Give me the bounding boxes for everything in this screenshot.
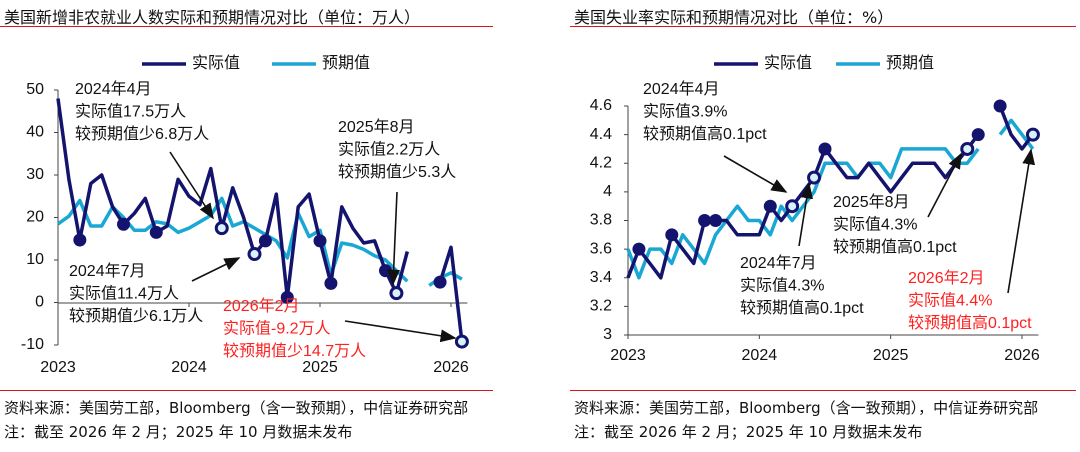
left-annotation-text: 2026年2月 bbox=[223, 297, 300, 315]
left-annotation-text: 实际值2.2万人 bbox=[338, 141, 440, 159]
right-y-tick-label: 3.6 bbox=[590, 240, 612, 257]
right-y-tick-label: 3.4 bbox=[590, 269, 612, 286]
left-highlight-point-marker bbox=[214, 221, 229, 236]
right-source-note: 资料来源：美国劳工部，Bloomberg（含一致预期），中信证券研究部 注：截至… bbox=[574, 399, 1054, 441]
left-annotation-text: 实际值-9.2万人 bbox=[223, 320, 331, 338]
left-annotation-text: 2024年4月 bbox=[75, 80, 152, 98]
right-annotation-text: 较预期值高0.1pct bbox=[740, 299, 864, 317]
left-source-rule bbox=[0, 390, 493, 391]
left-highlight-point-marker bbox=[247, 247, 262, 262]
left-annotation-text: 实际值11.4万人 bbox=[69, 285, 179, 303]
right-y-tick-label: 4 bbox=[603, 183, 612, 200]
right-annotation-text: 较预期值高0.1pct bbox=[643, 125, 767, 143]
right-source-rule bbox=[570, 390, 1076, 391]
left-y-tick-label: 20 bbox=[26, 209, 44, 226]
left-x-tick-label: 2023 bbox=[40, 359, 76, 376]
left-x-tick-label: 2025 bbox=[302, 359, 338, 376]
left-actual-point-marker bbox=[379, 264, 392, 278]
right-x-tick-label: 2026 bbox=[1004, 347, 1040, 364]
left-actual-point-marker bbox=[117, 217, 130, 231]
right-annotation-text: 实际值3.9% bbox=[643, 103, 727, 121]
right-y-tick-label: 4.6 bbox=[590, 97, 612, 114]
left-annotation-text: 较预期值少14.7万人 bbox=[223, 342, 366, 360]
left-annotation-text: 较预期值少6.8万人 bbox=[75, 125, 209, 143]
left-y-tick-label: 10 bbox=[26, 251, 44, 268]
right-chart-title: 美国失业率实际和预期情况对比（单位：%） bbox=[574, 8, 894, 27]
right-annotation-text: 实际值4.4% bbox=[908, 292, 992, 310]
right-actual-point-marker bbox=[665, 228, 679, 242]
right-actual-point-marker bbox=[763, 199, 777, 213]
left-annotation-text: 2024年7月 bbox=[69, 262, 146, 280]
left-series-actual-line bbox=[56, 98, 464, 342]
left-annotation-arrow bbox=[344, 320, 457, 343]
right-y-tick-label: 3 bbox=[603, 326, 612, 343]
right-x-tick-label: 2023 bbox=[610, 347, 646, 364]
right-actual-point-marker bbox=[709, 214, 723, 227]
right-highlight-point-marker bbox=[960, 141, 975, 156]
left-x-tick-label: 2026 bbox=[433, 359, 469, 376]
left-annotation-arrow bbox=[169, 151, 214, 220]
left-actual-point-marker bbox=[433, 275, 447, 289]
left-x-tick-label: 2024 bbox=[171, 359, 207, 376]
left-y-tick-label: 0 bbox=[35, 294, 44, 311]
left-chart-title: 美国新增非农就业人数实际和预期情况对比（单位：万人） bbox=[4, 8, 421, 27]
right-annotation-text: 2026年2月 bbox=[908, 269, 985, 287]
right-annotation-text: 较预期值高0.1pct bbox=[908, 314, 1032, 332]
left-actual-point-marker bbox=[280, 290, 294, 304]
right-annotation-text: 2024年4月 bbox=[643, 80, 720, 98]
left-actual-point-marker bbox=[324, 276, 338, 290]
right-annotation-text: 实际值4.3% bbox=[833, 216, 917, 234]
left-highlight-point-marker bbox=[389, 286, 404, 301]
right-y-tick-label: 3.8 bbox=[590, 212, 612, 229]
left-annotation-text: 2025年8月 bbox=[338, 118, 415, 136]
right-annotation-arrow bbox=[927, 152, 962, 218]
right-actual-point-marker bbox=[818, 142, 832, 156]
left-annotation-arrow bbox=[191, 257, 241, 282]
right-actual-point-marker bbox=[993, 99, 1007, 113]
right-x-tick-label: 2025 bbox=[873, 347, 909, 364]
right-annotation-text: 较预期值高0.1pct bbox=[833, 238, 957, 256]
left-title-rule bbox=[0, 26, 493, 27]
left-source-note: 资料来源：美国劳工部，Bloomberg（含一致预期），中信证券研究部 注：截至… bbox=[4, 399, 484, 441]
right-actual-point-marker bbox=[698, 214, 712, 227]
left-y-tick-label: 40 bbox=[26, 124, 44, 141]
right-actual-point-marker bbox=[632, 242, 646, 256]
right-highlight-point-marker bbox=[1025, 127, 1040, 142]
left-actual-point-marker bbox=[149, 225, 163, 239]
left-annotation-arrow bbox=[387, 191, 401, 286]
left-actual-point-marker bbox=[258, 234, 272, 248]
left-y-tick-label: 30 bbox=[26, 166, 44, 183]
left-actual-point-marker bbox=[313, 234, 327, 248]
right-legend-label: 实际值 bbox=[764, 54, 812, 72]
right-annotation-text: 实际值4.3% bbox=[740, 277, 824, 295]
left-legend-label: 预期值 bbox=[322, 54, 370, 72]
left-legend-label: 实际值 bbox=[192, 54, 240, 72]
right-annotation-arrow bbox=[1007, 148, 1036, 294]
right-title-rule bbox=[570, 26, 1076, 27]
right-highlight-point-marker bbox=[807, 170, 822, 185]
right-annotation-arrow bbox=[723, 155, 788, 193]
right-y-tick-label: 4.4 bbox=[590, 126, 612, 143]
right-legend-label: 预期值 bbox=[886, 54, 934, 72]
right-actual-point-marker bbox=[971, 128, 985, 142]
right-highlight-point-marker bbox=[785, 199, 800, 214]
left-annotation-text: 较预期值少5.3人 bbox=[338, 163, 456, 181]
right-annotation-arrow bbox=[798, 182, 814, 247]
left-y-tick-label: 50 bbox=[26, 81, 44, 98]
right-annotation-text: 2025年8月 bbox=[833, 193, 910, 211]
left-annotation-text: 实际值17.5万人 bbox=[75, 103, 186, 121]
right-annotation-text: 2024年7月 bbox=[740, 254, 817, 272]
left-highlight-point-marker bbox=[454, 334, 469, 349]
left-y-tick-label: -10 bbox=[21, 336, 44, 353]
left-annotation-text: 较预期值少6.1万人 bbox=[69, 307, 203, 325]
right-y-tick-label: 3.2 bbox=[590, 298, 612, 315]
right-x-tick-label: 2024 bbox=[742, 347, 778, 364]
right-y-tick-label: 4.2 bbox=[590, 154, 612, 171]
left-actual-point-marker bbox=[73, 233, 87, 247]
